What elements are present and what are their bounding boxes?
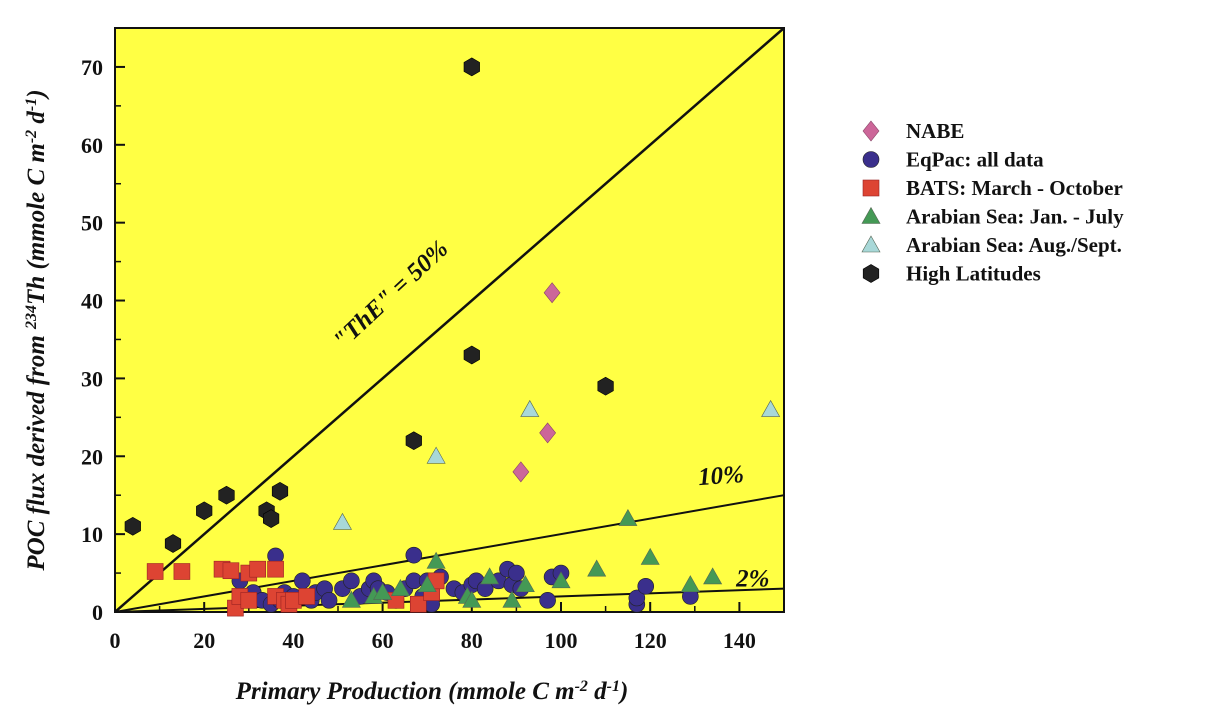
- x-tick-label: 20: [193, 628, 215, 653]
- series-nabe: [512, 282, 561, 483]
- x-tick-label: 60: [372, 628, 394, 653]
- x-axis-title: Primary Production (mmole C m-2 d-1): [235, 678, 629, 706]
- data-point-high-latitudes: [164, 534, 182, 553]
- data-point-arabian-sea-jan-july: [680, 575, 700, 593]
- data-point-arabian-sea-jan-july: [618, 508, 638, 526]
- data-point-high-latitudes: [463, 57, 480, 77]
- data-point-eqpac-all-data: [294, 572, 311, 590]
- data-point-nabe: [512, 461, 530, 483]
- legend-marker: [862, 264, 880, 283]
- data-point-arabian-sea-aug-sept: [426, 446, 446, 464]
- data-point-arabian-sea-aug-sept: [332, 512, 352, 530]
- legend-marker: [862, 151, 880, 168]
- series-arabian-sea-jan-july: [341, 508, 723, 608]
- legend-item-bats-march-october: BATS: March - October: [862, 176, 1123, 200]
- legend-item-arabian-sea-jan-july: Arabian Sea: Jan. - July: [861, 205, 1124, 229]
- series-arabian-sea-aug-sept: [332, 399, 781, 530]
- data-point-eqpac-all-data: [343, 572, 360, 590]
- data-point-high-latitudes: [218, 485, 235, 505]
- data-point-bats-march-october: [240, 592, 258, 609]
- y-tick-label: 0: [92, 600, 103, 625]
- x-tick-label: 140: [723, 628, 756, 653]
- legend-item-high-latitudes: High Latitudes: [862, 262, 1041, 286]
- legend-item-nabe: NABE: [862, 119, 964, 143]
- legend: NABE EqPac: all data BATS: March - October…: [861, 119, 1124, 286]
- data-point-high-latitudes: [271, 481, 289, 501]
- data-point-arabian-sea-aug-sept: [761, 399, 781, 417]
- series-bats-march-october: [146, 560, 445, 617]
- data-point-eqpac-all-data: [637, 578, 655, 595]
- data-points: [124, 57, 781, 617]
- data-point-arabian-sea-jan-july: [426, 551, 446, 569]
- reference-line-label: 2%: [735, 565, 769, 592]
- data-point-arabian-sea-jan-july: [587, 559, 607, 577]
- legend-marker: [862, 120, 880, 142]
- data-point-arabian-sea-jan-july: [551, 571, 571, 589]
- y-axis: 0 10 20 30 40 50 60 70: [81, 55, 125, 625]
- data-point-high-latitudes: [196, 501, 213, 521]
- x-tick-label: 40: [282, 628, 304, 653]
- y-tick-label: 40: [81, 289, 103, 314]
- x-tick-label: 120: [634, 628, 667, 653]
- data-point-arabian-sea-jan-july: [703, 567, 723, 585]
- data-point-arabian-sea-jan-july: [417, 575, 437, 593]
- data-point-high-latitudes: [262, 509, 280, 528]
- data-point-eqpac-all-data: [539, 592, 556, 609]
- data-point-high-latitudes: [405, 431, 422, 451]
- data-point-bats-march-october: [267, 560, 284, 578]
- data-point-arabian-sea-jan-july: [502, 590, 522, 608]
- reference-line-2: [114, 587, 785, 613]
- data-point-high-latitudes: [597, 376, 614, 396]
- data-point-nabe: [539, 422, 557, 444]
- y-tick-label: 10: [81, 522, 103, 547]
- data-point-nabe: [543, 282, 561, 304]
- data-point-arabian-sea-aug-sept: [520, 399, 540, 417]
- data-point-eqpac-all-data: [405, 546, 423, 564]
- data-point-arabian-sea-jan-july: [373, 582, 393, 600]
- data-point-bats-march-october: [222, 562, 240, 580]
- legend-label: EqPac: all data: [906, 148, 1044, 172]
- y-tick-label: 70: [81, 55, 103, 80]
- legend-item-eqpac-all-data: EqPac: all data: [862, 148, 1044, 172]
- data-point-bats-march-october: [173, 563, 191, 580]
- data-point-arabian-sea-jan-july: [480, 567, 500, 585]
- reference-line-label: 10%: [697, 461, 745, 491]
- legend-label: Arabian Sea: Jan. - July: [906, 205, 1124, 229]
- data-point-bats-march-october: [146, 563, 164, 580]
- data-point-eqpac-all-data: [320, 592, 338, 609]
- data-point-high-latitudes: [463, 345, 480, 365]
- data-point-high-latitudes: [124, 516, 141, 536]
- data-point-bats-march-october: [409, 595, 427, 613]
- data-point-eqpac-all-data: [508, 564, 525, 582]
- y-tick-label: 30: [81, 366, 103, 391]
- data-point-arabian-sea-jan-july: [515, 575, 535, 593]
- y-tick-label: 20: [81, 444, 103, 469]
- data-point-eqpac-all-data: [628, 589, 646, 607]
- legend-label: BATS: March - October: [906, 176, 1123, 200]
- legend-marker: [861, 235, 881, 253]
- data-point-arabian-sea-jan-july: [390, 579, 410, 596]
- data-point-bats-march-october: [298, 588, 316, 605]
- data-point-arabian-sea-jan-july: [640, 547, 660, 565]
- data-point-bats-march-october: [249, 560, 267, 578]
- x-tick-label: 0: [110, 628, 121, 653]
- legend-item-arabian-sea-aug-sept: Arabian Sea: Aug./Sept.: [861, 233, 1122, 257]
- legend-marker: [861, 206, 881, 224]
- x-axis: 0 20 40 60 80 100 120 140: [110, 602, 756, 653]
- data-point-arabian-sea-jan-july: [341, 590, 361, 608]
- series-high-latitudes: [124, 57, 614, 553]
- legend-label: Arabian Sea: Aug./Sept.: [906, 233, 1122, 257]
- x-tick-label: 80: [461, 628, 483, 653]
- y-tick-label: 60: [81, 133, 103, 158]
- legend-label: NABE: [906, 119, 964, 143]
- y-tick-label: 50: [81, 211, 103, 236]
- x-tick-label: 100: [545, 628, 578, 653]
- data-point-arabian-sea-jan-july: [462, 590, 482, 608]
- legend-label: High Latitudes: [906, 262, 1041, 286]
- reference-line-10: [114, 494, 785, 613]
- reference-line-50: [114, 27, 785, 613]
- legend-marker: [862, 179, 880, 197]
- y-axis-title: POC flux derived from 234Th (mmole C m-2…: [23, 89, 51, 571]
